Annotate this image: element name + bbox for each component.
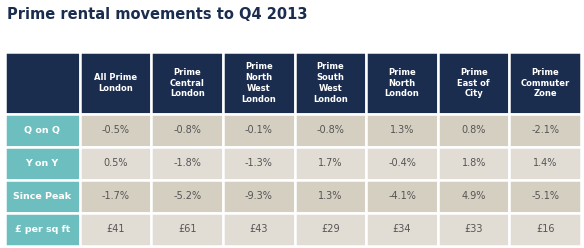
Text: 1.3%: 1.3% — [390, 125, 414, 135]
Text: -0.5%: -0.5% — [102, 125, 130, 135]
Text: -2.1%: -2.1% — [531, 125, 559, 135]
Text: Y on Y: Y on Y — [26, 159, 59, 168]
Text: -5.1%: -5.1% — [531, 191, 559, 201]
Text: £29: £29 — [321, 224, 340, 234]
Text: All Prime
London: All Prime London — [94, 73, 137, 93]
Text: 1.7%: 1.7% — [318, 158, 343, 168]
Text: 0.5%: 0.5% — [103, 158, 128, 168]
Text: £34: £34 — [393, 224, 411, 234]
Text: -1.7%: -1.7% — [102, 191, 130, 201]
Text: Since Peak: Since Peak — [13, 192, 71, 201]
Text: -4.1%: -4.1% — [388, 191, 416, 201]
Text: Prime
North
London: Prime North London — [385, 68, 419, 98]
Text: -0.8%: -0.8% — [173, 125, 201, 135]
Text: Prime
East of
City: Prime East of City — [457, 68, 490, 98]
Text: £43: £43 — [249, 224, 268, 234]
Text: £41: £41 — [106, 224, 125, 234]
Text: -9.3%: -9.3% — [245, 191, 273, 201]
Text: -1.3%: -1.3% — [245, 158, 273, 168]
Text: Prime
North
West
London: Prime North West London — [241, 62, 276, 104]
Text: -0.4%: -0.4% — [388, 158, 416, 168]
Text: £16: £16 — [536, 224, 555, 234]
Text: 1.4%: 1.4% — [533, 158, 558, 168]
Text: £ per sq ft: £ per sq ft — [15, 225, 70, 234]
Text: 0.8%: 0.8% — [461, 125, 486, 135]
Text: 1.8%: 1.8% — [461, 158, 486, 168]
Text: -1.8%: -1.8% — [173, 158, 201, 168]
Text: Prime
Commuter
Zone: Prime Commuter Zone — [521, 68, 570, 98]
Text: Prime
Central
London: Prime Central London — [170, 68, 204, 98]
Text: Prime
South
West
London: Prime South West London — [313, 62, 348, 104]
Text: £61: £61 — [178, 224, 196, 234]
Text: -0.8%: -0.8% — [317, 125, 345, 135]
Text: Prime rental movements to Q4 2013: Prime rental movements to Q4 2013 — [7, 7, 308, 22]
Text: -5.2%: -5.2% — [173, 191, 201, 201]
Text: Q on Q: Q on Q — [24, 126, 60, 135]
Text: 4.9%: 4.9% — [461, 191, 486, 201]
Text: 1.3%: 1.3% — [318, 191, 343, 201]
Text: £33: £33 — [464, 224, 483, 234]
Text: -0.1%: -0.1% — [245, 125, 273, 135]
